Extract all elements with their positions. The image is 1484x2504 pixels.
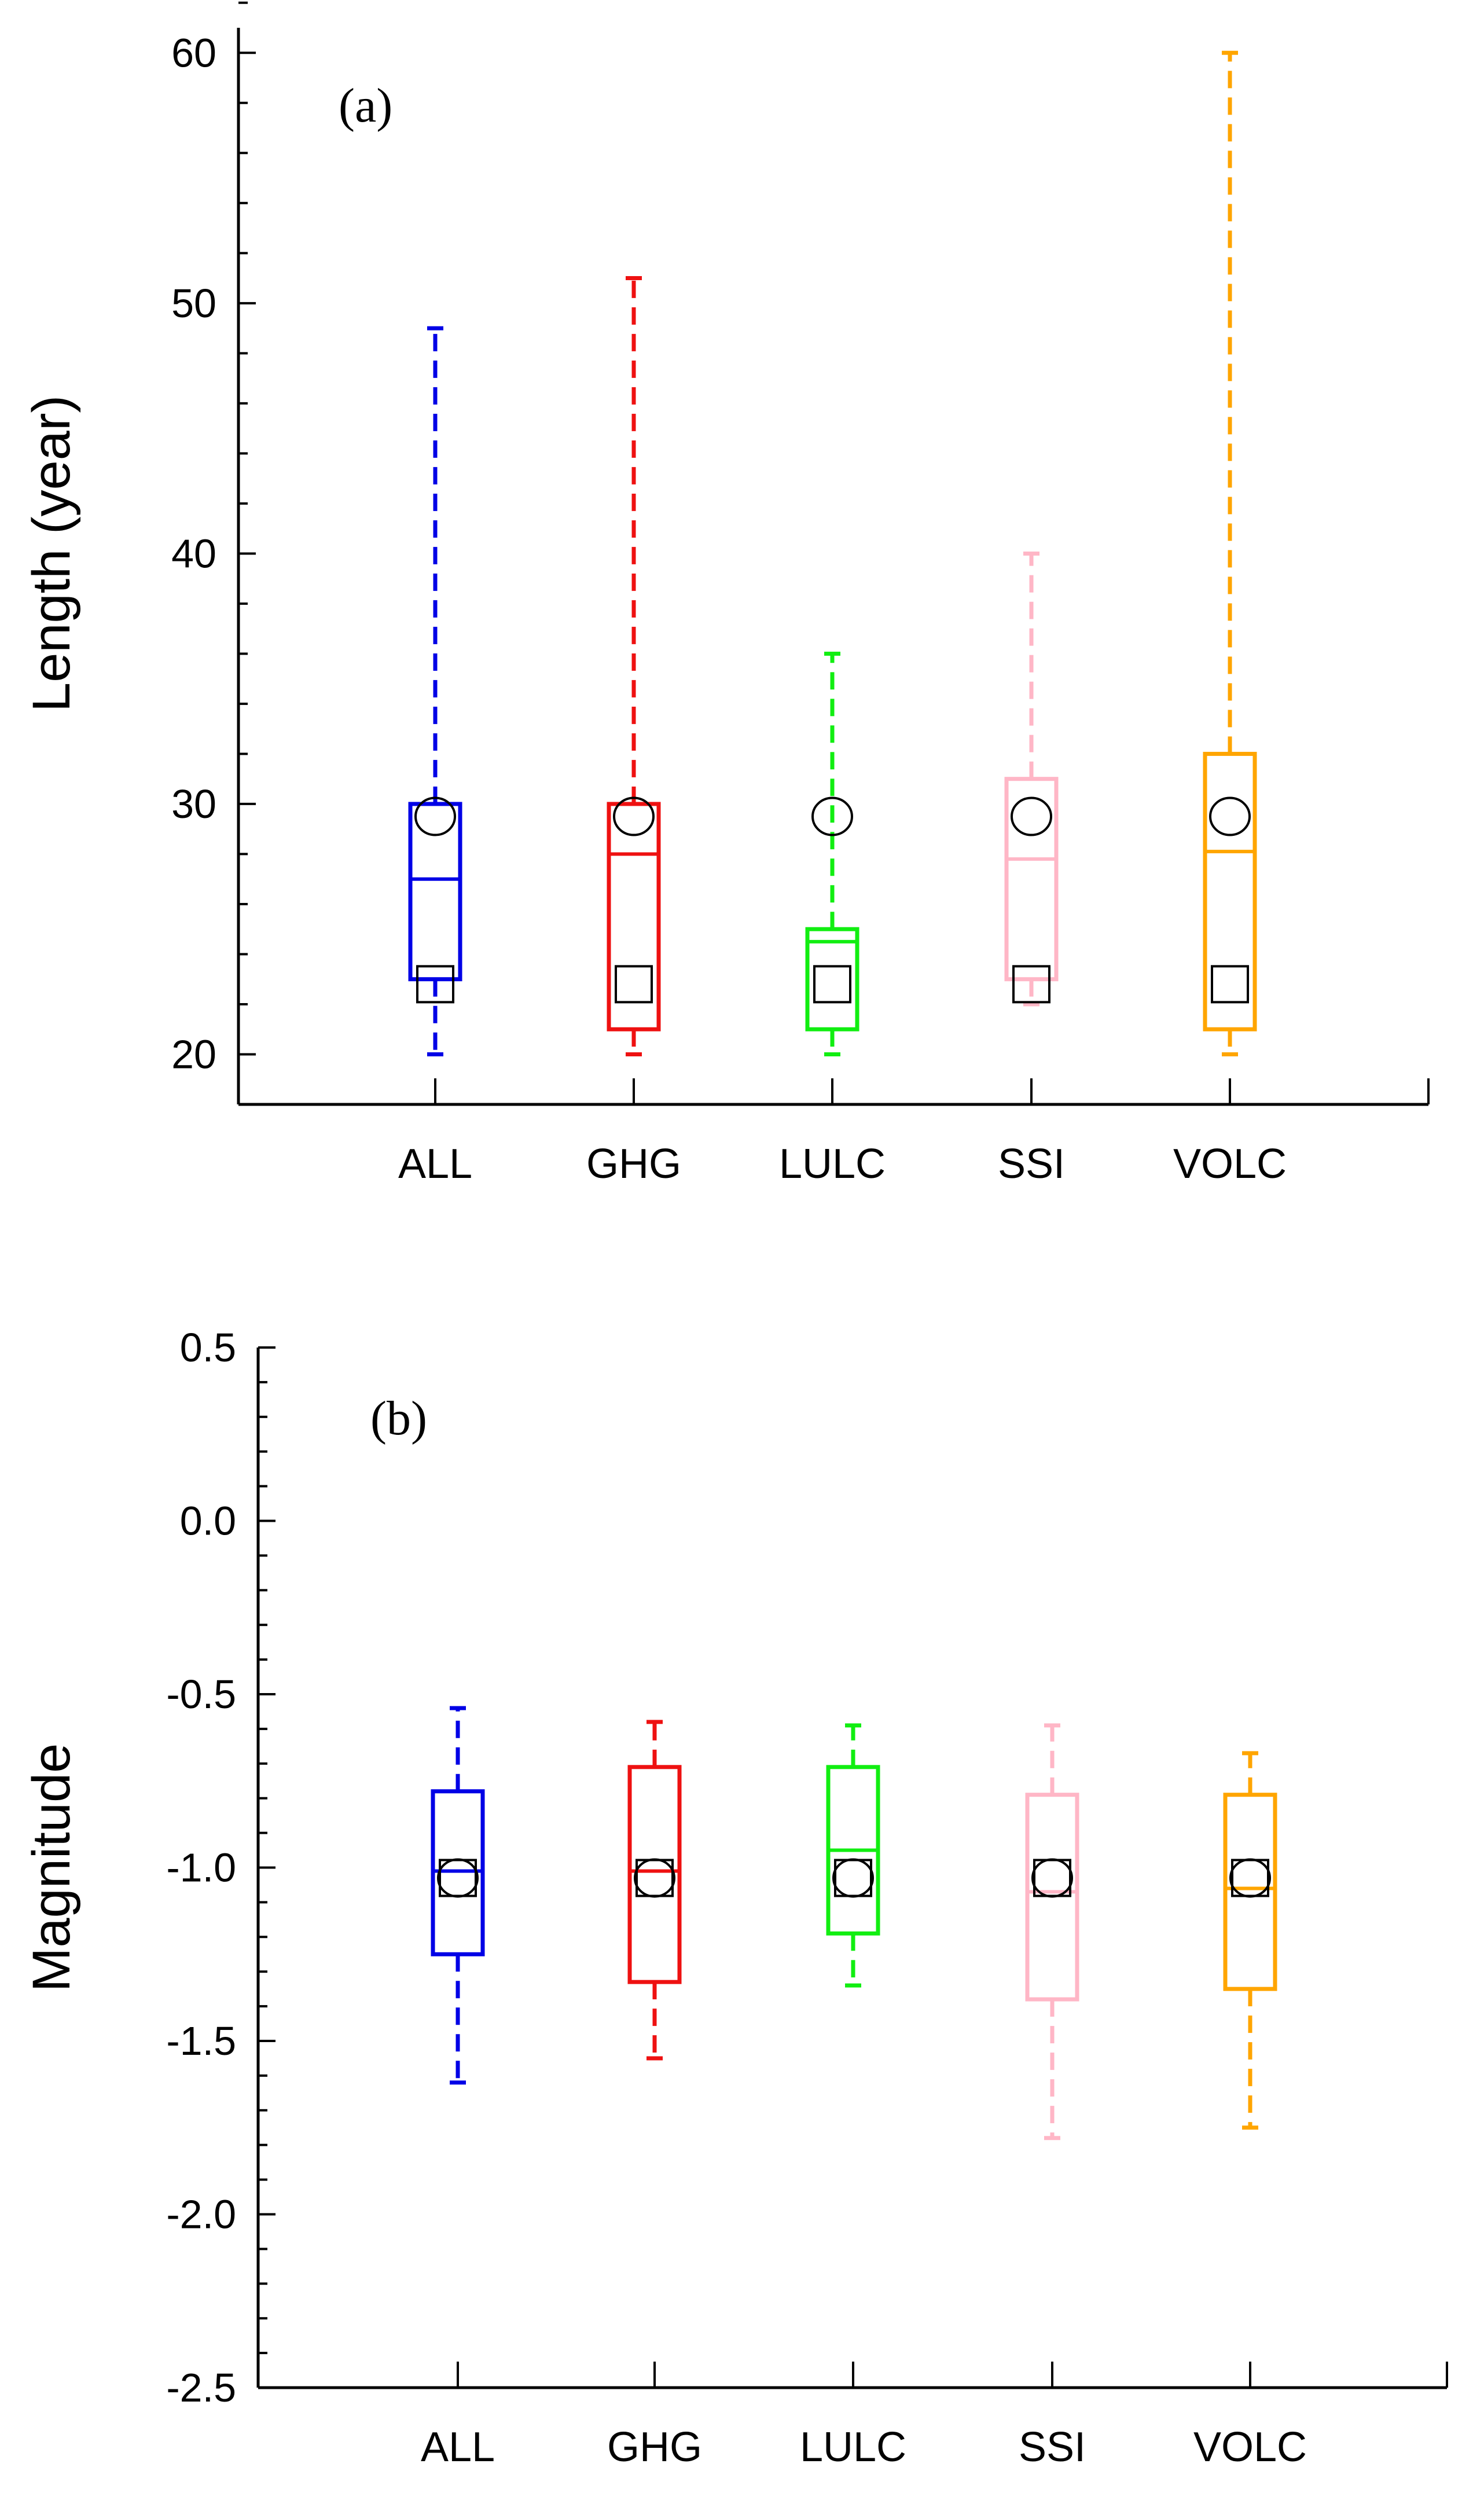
x-tick-label-lulc: LULC	[800, 2424, 906, 2470]
x-tick-label-ghg: GHG	[607, 2424, 702, 2470]
y-tick-label: -2.0	[166, 2192, 236, 2237]
x-tick-label-all: ALL	[398, 1141, 472, 1187]
circle-marker-lulc	[811, 796, 853, 836]
y-tick-label: -2.5	[166, 2365, 236, 2410]
panel-label: (a)	[339, 79, 392, 133]
y-tick-label: -0.5	[166, 1672, 236, 1717]
x-tick-label-ssi: SSI	[998, 1141, 1065, 1187]
panel-label: (b)	[370, 1391, 427, 1445]
circle-marker-ssi	[1011, 796, 1052, 836]
square-marker-lulc	[813, 965, 851, 1004]
x-tick-label-lulc: LULC	[779, 1141, 886, 1187]
panel-a-chart: 20 30 40 50 60 Length (year) (a) ALL GHG LULC SSI V…	[22, 1, 1430, 1187]
square-marker-ghg	[615, 965, 653, 1004]
y-axis-label: Length (year)	[22, 395, 81, 712]
box-ssi	[1025, 1793, 1079, 2002]
y-tick-label: 20	[171, 1031, 216, 1077]
circle-marker-ghg	[613, 796, 655, 836]
x-tick-label-volc: VOLC	[1193, 2424, 1307, 2470]
square-marker-ghg	[636, 1859, 674, 1897]
box-lulc	[805, 927, 859, 1031]
y-tick-label: 0.5	[180, 1325, 236, 1370]
box-all	[408, 802, 462, 982]
box-volc	[1223, 1793, 1277, 1991]
y-tick-label: -1.5	[166, 2018, 236, 2064]
y-tick-label: -1.0	[166, 1845, 236, 1890]
x-tick-label-ssi: SSI	[1019, 2424, 1086, 2470]
circle-marker-volc	[1229, 1858, 1271, 1898]
panel-b-chart: 0.5 0.0 -0.5 -1.0 -1.5 -2.0 -2.5 Magnitude (b) AL…	[22, 1325, 1448, 2470]
square-marker-volc	[1231, 1859, 1269, 1897]
square-marker-lulc	[834, 1859, 872, 1897]
x-tick-label-all: ALL	[421, 2424, 495, 2470]
box-ghg	[607, 802, 661, 1031]
x-tick-label-ghg: GHG	[586, 1141, 681, 1187]
square-marker-ssi	[1012, 965, 1050, 1004]
box-ssi	[1004, 777, 1059, 982]
circle-marker-all	[414, 796, 456, 836]
y-tick-label: 40	[171, 531, 216, 576]
circle-marker-all	[437, 1858, 479, 1898]
square-marker-all	[439, 1859, 477, 1897]
circle-marker-ghg	[634, 1858, 675, 1898]
box-ghg	[627, 1765, 682, 1984]
y-axis-label: Magnitude	[22, 1743, 81, 1992]
circle-marker-volc	[1209, 796, 1251, 836]
x-tick-label-volc: VOLC	[1173, 1141, 1287, 1187]
y-tick-label: 0.0	[180, 1499, 236, 1544]
circle-marker-ssi	[1031, 1858, 1073, 1898]
y-tick-label: 30	[171, 781, 216, 827]
y-tick-label: 50	[171, 281, 216, 326]
square-marker-all	[416, 965, 454, 1004]
square-marker-volc	[1211, 965, 1249, 1004]
box-volc	[1203, 751, 1257, 1031]
circle-marker-lulc	[832, 1858, 874, 1898]
y-tick-label: 60	[171, 30, 216, 75]
